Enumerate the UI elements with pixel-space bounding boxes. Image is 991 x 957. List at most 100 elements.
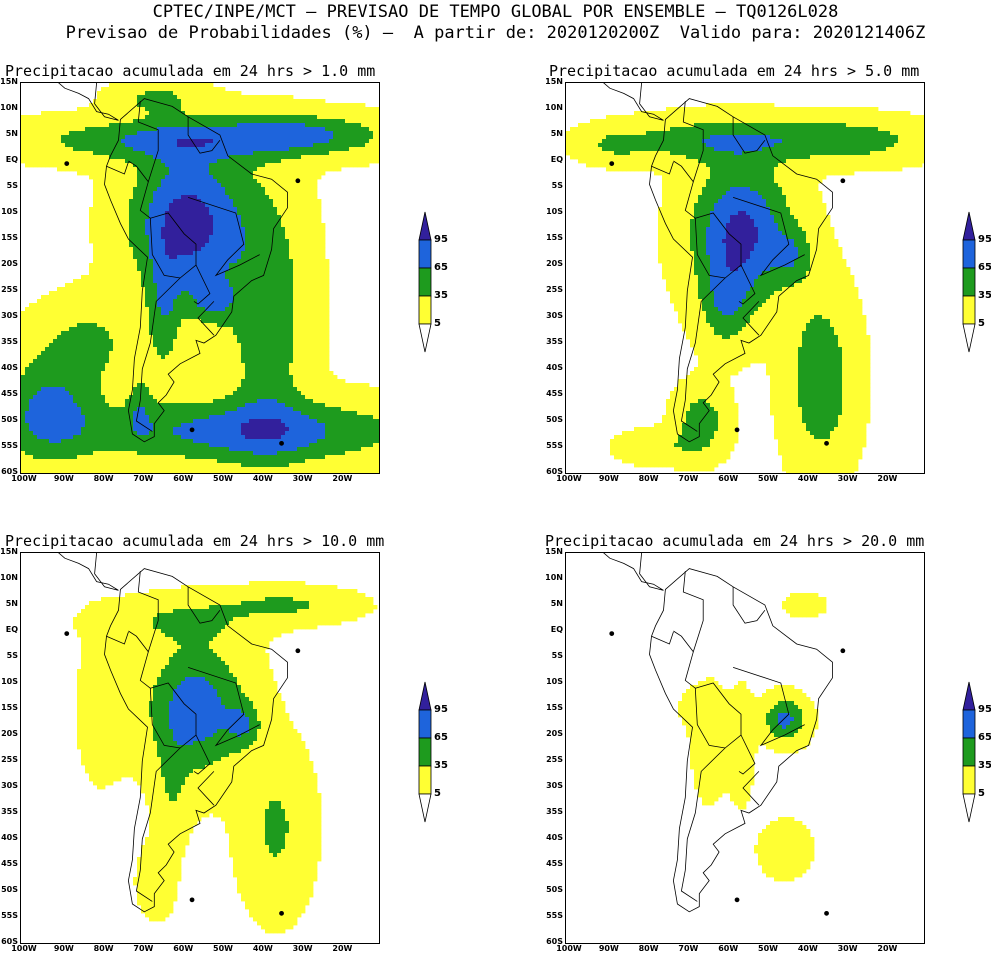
lat-label: 20S bbox=[537, 730, 563, 738]
panel-10mm: Precipitacao acumulada em 24 hrs > 10.0 … bbox=[0, 532, 430, 952]
lon-label: 90W bbox=[599, 475, 619, 483]
colorbar bbox=[418, 210, 434, 360]
lat-label: 15S bbox=[537, 704, 563, 712]
lon-label: 90W bbox=[54, 945, 74, 953]
lon-label: 50W bbox=[758, 945, 778, 953]
map-20mm bbox=[565, 552, 925, 944]
lon-label: 100W bbox=[11, 475, 37, 483]
lat-label: 40S bbox=[537, 364, 563, 372]
legend-1mm: 95 65 35 5 bbox=[418, 210, 478, 360]
lat-label: EQ bbox=[537, 156, 563, 164]
lat-label: 25S bbox=[537, 286, 563, 294]
lat-label: 5N bbox=[0, 600, 18, 608]
colorbar bbox=[962, 210, 978, 360]
lon-label: 20W bbox=[332, 945, 352, 953]
lat-label: 50S bbox=[0, 886, 18, 894]
map-10mm bbox=[20, 552, 380, 944]
probability-shading bbox=[566, 103, 924, 473]
lat-label: 50S bbox=[537, 886, 563, 894]
lat-label: 15S bbox=[537, 234, 563, 242]
lat-label: 15N bbox=[0, 78, 18, 86]
legend-20mm: 95 65 35 5 bbox=[962, 680, 991, 830]
lat-label: 35S bbox=[0, 808, 18, 816]
legend-label: 35 bbox=[434, 291, 448, 301]
lat-label: 10S bbox=[537, 208, 563, 216]
lon-label: 80W bbox=[94, 475, 114, 483]
legend-label: 5 bbox=[978, 789, 985, 799]
lon-label: 70W bbox=[678, 945, 698, 953]
lat-label: 15N bbox=[0, 548, 18, 556]
lat-label: 10N bbox=[0, 574, 18, 582]
legend-label: 65 bbox=[434, 263, 448, 273]
lat-label: 35S bbox=[537, 338, 563, 346]
legend-label: 35 bbox=[978, 291, 991, 301]
lon-label: 70W bbox=[133, 945, 153, 953]
lat-label: 10N bbox=[0, 104, 18, 112]
lat-label: 30S bbox=[537, 312, 563, 320]
lon-label: 70W bbox=[133, 475, 153, 483]
legend-label: 5 bbox=[434, 789, 441, 799]
lat-label: 5N bbox=[537, 600, 563, 608]
legend-label: 65 bbox=[434, 733, 448, 743]
panel-title: Precipitacao acumulada em 24 hrs > 1.0 m… bbox=[5, 62, 375, 80]
lon-label: 100W bbox=[11, 945, 37, 953]
lat-label: 20S bbox=[0, 260, 18, 268]
legend-label: 35 bbox=[978, 761, 991, 771]
map-5mm bbox=[565, 82, 925, 474]
lat-label: 20S bbox=[537, 260, 563, 268]
lat-label: 45S bbox=[0, 860, 18, 868]
legend-10mm: 95 65 35 5 bbox=[418, 680, 478, 830]
lat-label: 45S bbox=[537, 390, 563, 398]
panel-5mm: Precipitacao acumulada em 24 hrs > 5.0 m… bbox=[545, 62, 975, 482]
lon-label: 80W bbox=[94, 945, 114, 953]
panel-20mm: Precipitacao acumulada em 24 hrs > 20.0 … bbox=[545, 532, 975, 952]
probability-shading bbox=[73, 581, 377, 933]
map-1mm bbox=[20, 82, 380, 474]
lat-label: 10N bbox=[537, 574, 563, 582]
lon-label: 30W bbox=[293, 945, 313, 953]
lat-label: 10S bbox=[0, 208, 18, 216]
probability-map bbox=[566, 553, 924, 943]
lat-label: 15N bbox=[537, 548, 563, 556]
lon-label: 100W bbox=[556, 945, 582, 953]
lon-label: 60W bbox=[718, 475, 738, 483]
lat-label: EQ bbox=[0, 626, 18, 634]
lat-label: 50S bbox=[0, 416, 18, 424]
legend-label: 5 bbox=[978, 319, 985, 329]
lat-label: 35S bbox=[0, 338, 18, 346]
probability-map bbox=[21, 553, 379, 943]
lon-label: 40W bbox=[253, 475, 273, 483]
lon-label: 60W bbox=[173, 475, 193, 483]
legend-label: 5 bbox=[434, 319, 441, 329]
lat-label: 25S bbox=[537, 756, 563, 764]
probability-shading bbox=[21, 83, 379, 473]
colorbar bbox=[962, 680, 978, 830]
lon-label: 30W bbox=[838, 475, 858, 483]
legend-label: 95 bbox=[978, 705, 991, 715]
probability-map bbox=[566, 83, 924, 473]
lat-label: EQ bbox=[537, 626, 563, 634]
legend-label: 95 bbox=[434, 705, 448, 715]
lat-label: 15N bbox=[537, 78, 563, 86]
lat-label: 25S bbox=[0, 756, 18, 764]
lon-label: 30W bbox=[293, 475, 313, 483]
legend-label: 95 bbox=[978, 235, 991, 245]
lat-label: 45S bbox=[0, 390, 18, 398]
lon-label: 90W bbox=[54, 475, 74, 483]
lon-label: 60W bbox=[718, 945, 738, 953]
lat-label: 15S bbox=[0, 234, 18, 242]
lat-label: 55S bbox=[537, 442, 563, 450]
lon-label: 50W bbox=[758, 475, 778, 483]
lat-label: 25S bbox=[0, 286, 18, 294]
lat-label: 10N bbox=[537, 104, 563, 112]
panel-title: Precipitacao acumulada em 24 hrs > 20.0 … bbox=[545, 532, 924, 550]
lon-label: 80W bbox=[639, 475, 659, 483]
header-line-1: CPTEC/INPE/MCT – PREVISAO DE TEMPO GLOBA… bbox=[0, 2, 991, 22]
lon-label: 30W bbox=[838, 945, 858, 953]
lat-label: 55S bbox=[0, 912, 18, 920]
lon-label: 80W bbox=[639, 945, 659, 953]
lon-label: 40W bbox=[798, 475, 818, 483]
lat-label: 45S bbox=[537, 860, 563, 868]
lon-label: 40W bbox=[253, 945, 273, 953]
legend-label: 35 bbox=[434, 761, 448, 771]
